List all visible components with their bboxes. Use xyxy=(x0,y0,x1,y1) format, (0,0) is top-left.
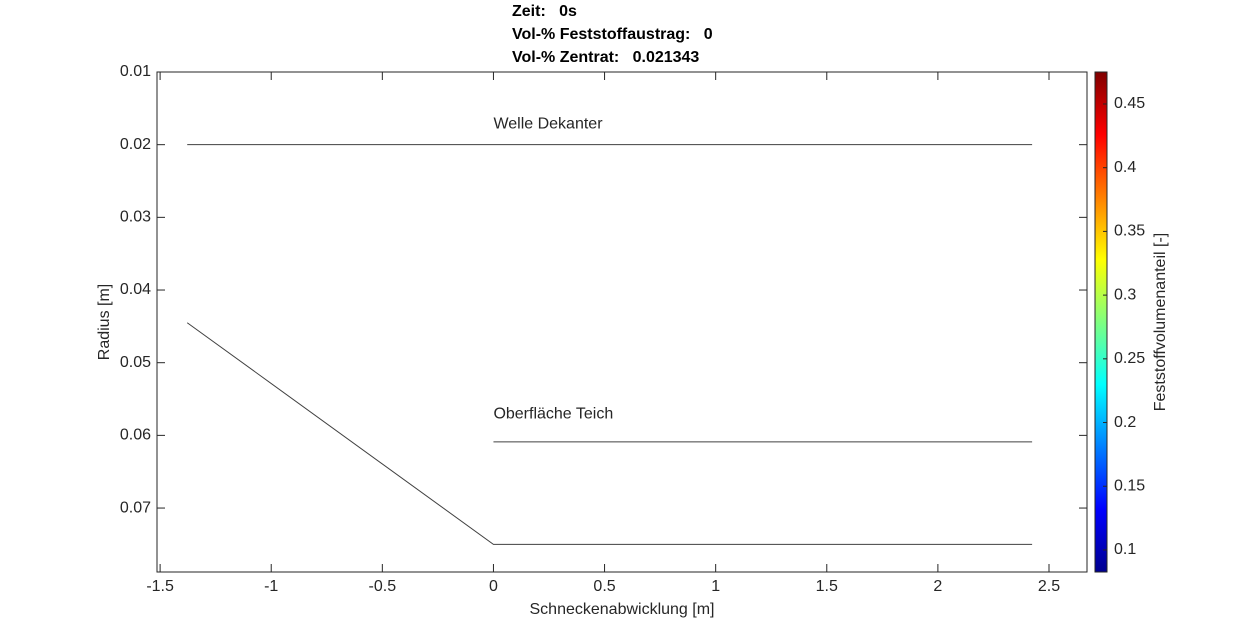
colorbar-tick-label: 0.2 xyxy=(1114,414,1136,431)
y-tick-label: 0.04 xyxy=(120,281,151,298)
colorbar xyxy=(1094,71,1108,573)
y-tick-label: 0.07 xyxy=(120,499,151,516)
annotation: Oberfläche Teich xyxy=(493,406,613,423)
colorbar-tick-label: 0.45 xyxy=(1114,95,1145,112)
y-axis-label: Radius [m] xyxy=(96,284,113,360)
colorbar-tick-label: 0.25 xyxy=(1114,350,1145,367)
title-line: Zeit: 0s xyxy=(512,3,577,20)
title-line: Vol-% Feststoffaustrag: 0 xyxy=(512,26,713,43)
x-tick-label: 0 xyxy=(489,578,498,595)
plot-area xyxy=(156,71,1088,573)
x-tick-label: 0.5 xyxy=(593,578,615,595)
y-tick-label: 0.05 xyxy=(120,354,151,371)
colorbar-tick-label: 0.15 xyxy=(1114,477,1145,494)
colorbar-tick-label: 0.1 xyxy=(1114,541,1136,558)
x-tick-label: -0.5 xyxy=(369,578,397,595)
y-tick-label: 0.01 xyxy=(120,63,151,80)
y-tick-label: 0.02 xyxy=(120,136,151,153)
x-tick-label: -1.5 xyxy=(146,578,174,595)
y-tick-label: 0.03 xyxy=(120,209,151,226)
x-tick-label: 1.5 xyxy=(816,578,838,595)
data-line xyxy=(186,322,1033,545)
title-line: Vol-% Zentrat: 0.021343 xyxy=(512,49,699,66)
y-tick-label: 0.06 xyxy=(120,427,151,444)
colorbar-tick-label: 0.35 xyxy=(1114,223,1145,240)
annotation: Welle Dekanter xyxy=(493,116,603,133)
colorbar-tick-label: 0.3 xyxy=(1114,286,1136,303)
x-tick-label: 2.5 xyxy=(1038,578,1060,595)
colorbar-tick-label: 0.4 xyxy=(1114,159,1136,176)
x-tick-label: 2 xyxy=(933,578,942,595)
x-axis-label: Schneckenabwicklung [m] xyxy=(530,601,715,618)
x-tick-label: -1 xyxy=(264,578,278,595)
x-tick-label: 1 xyxy=(711,578,720,595)
colorbar-label: Feststoffvolumenanteil [-] xyxy=(1152,233,1169,411)
